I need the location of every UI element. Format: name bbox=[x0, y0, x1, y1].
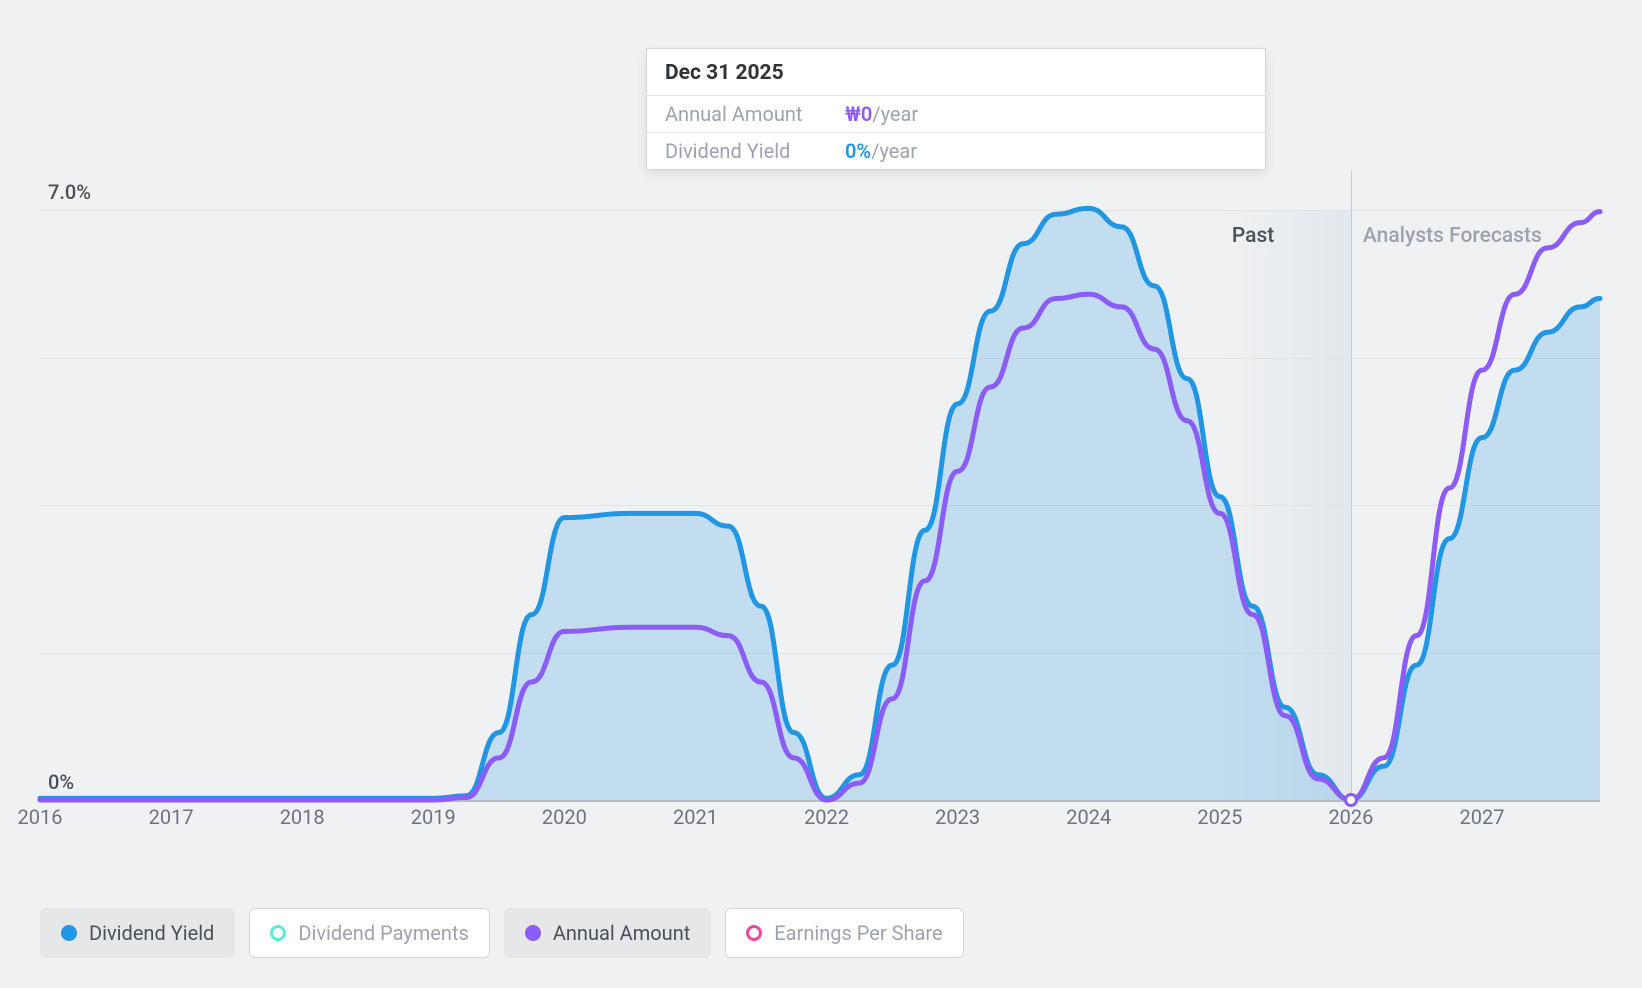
y-axis-label: 0% bbox=[48, 770, 74, 794]
tooltip-label: Dividend Yield bbox=[665, 139, 845, 163]
legend-item-dividend_payments[interactable]: Dividend Payments bbox=[249, 908, 489, 958]
legend-item-eps[interactable]: Earnings Per Share bbox=[725, 908, 963, 958]
tooltip-suffix: /year bbox=[872, 102, 918, 126]
x-axis-label: 2024 bbox=[1066, 805, 1111, 829]
tooltip-value: ₩0 bbox=[845, 102, 872, 126]
x-axis-label: 2016 bbox=[18, 805, 63, 829]
dividend-chart: 0% 7.0% 2016 2017 2018 2019 2020 2021 2022 2023 2… bbox=[0, 0, 1642, 988]
forecast-region-label: Analysts Forecasts bbox=[1363, 224, 1542, 248]
x-axis-label: 2020 bbox=[542, 805, 587, 829]
legend-marker-icon bbox=[525, 925, 541, 941]
x-axis-label: 2017 bbox=[149, 805, 194, 829]
legend-item-dividend_yield[interactable]: Dividend Yield bbox=[40, 908, 235, 958]
legend-label: Dividend Payments bbox=[298, 921, 468, 945]
legend-label: Annual Amount bbox=[553, 921, 690, 945]
legend-marker-icon bbox=[270, 925, 286, 941]
x-axis-label: 2022 bbox=[804, 805, 849, 829]
dividend-yield-area bbox=[40, 208, 1600, 800]
x-axis-label: 2027 bbox=[1460, 805, 1505, 829]
legend-marker-icon bbox=[746, 925, 762, 941]
dividend_yield-line bbox=[40, 208, 1600, 800]
legend-label: Earnings Per Share bbox=[774, 921, 942, 945]
x-axis-label: 2025 bbox=[1197, 805, 1242, 829]
legend-marker-icon bbox=[61, 925, 77, 941]
tooltip-date: Dec 31 2025 bbox=[647, 49, 1265, 96]
tooltip-row-annual-amount: Annual Amount ₩0/year bbox=[647, 96, 1265, 133]
tooltip-value: 0% bbox=[845, 139, 871, 163]
chart-lines bbox=[40, 210, 1600, 800]
legend-label: Dividend Yield bbox=[89, 921, 214, 945]
x-axis-label: 2026 bbox=[1328, 805, 1373, 829]
tooltip-row-dividend-yield: Dividend Yield 0%/year bbox=[647, 133, 1265, 169]
x-axis-label: 2018 bbox=[280, 805, 325, 829]
hover-guideline bbox=[1351, 170, 1352, 800]
tooltip-suffix: /year bbox=[871, 139, 917, 163]
x-axis-label: 2023 bbox=[935, 805, 980, 829]
hover-tooltip: Dec 31 2025 Annual Amount ₩0/year Divide… bbox=[646, 48, 1266, 170]
y-axis-label: 7.0% bbox=[48, 180, 91, 204]
past-region-label: Past bbox=[1232, 224, 1274, 248]
x-axis-label: 2019 bbox=[411, 805, 456, 829]
annual_amount-line bbox=[40, 212, 1600, 800]
chart-legend: Dividend Yield Dividend Payments Annual Am… bbox=[40, 908, 964, 958]
legend-item-annual_amount[interactable]: Annual Amount bbox=[504, 908, 711, 958]
tooltip-label: Annual Amount bbox=[665, 102, 845, 126]
x-axis-label: 2021 bbox=[673, 805, 718, 829]
